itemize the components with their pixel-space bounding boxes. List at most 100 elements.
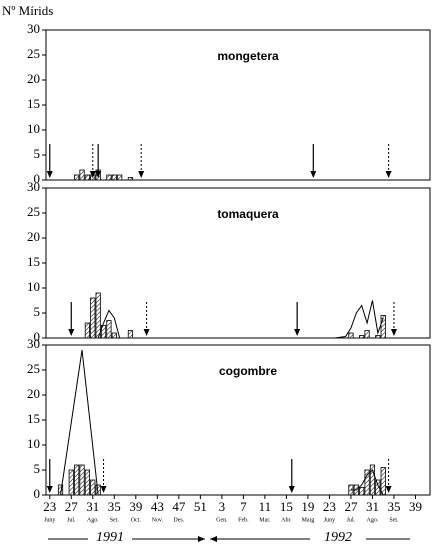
y-tick-label: 10 <box>27 436 40 451</box>
y-tick-label: 5 <box>34 146 41 161</box>
y-tick-label: 5 <box>34 461 41 476</box>
bar <box>79 464 85 496</box>
line <box>350 469 384 496</box>
month-label: Maig <box>302 517 315 523</box>
x-tick-label: 31 <box>86 499 99 514</box>
bar <box>79 169 85 181</box>
bar <box>84 469 91 496</box>
bar <box>380 315 386 339</box>
panel-title: tomaquera <box>217 207 279 221</box>
y-tick-label: 20 <box>27 386 40 401</box>
y-tick-label: 25 <box>27 204 40 219</box>
x-tick-label: 51 <box>194 499 207 514</box>
month-label: Feb. <box>238 517 249 523</box>
x-tick-label: 35 <box>387 499 400 514</box>
y-tick-label: 30 <box>27 21 40 36</box>
y-tick-label: 25 <box>27 46 40 61</box>
y-tick-label: 15 <box>27 411 40 426</box>
x-tick-label: 27 <box>65 499 79 514</box>
arrow-head <box>210 536 217 542</box>
bar <box>380 467 386 496</box>
bar <box>375 335 381 339</box>
bar <box>74 464 80 496</box>
month-label: Juny <box>324 517 335 523</box>
bar <box>364 330 370 339</box>
month-label: Gen. <box>216 517 228 523</box>
x-tick-label: 27 <box>344 499 358 514</box>
bar <box>100 325 107 339</box>
x-tick-label: 23 <box>323 499 336 514</box>
bar <box>68 469 74 496</box>
x-tick-label: 23 <box>43 499 56 514</box>
bar <box>364 469 370 496</box>
y-tick-label: 20 <box>27 229 40 244</box>
month-label: Set. <box>389 517 399 523</box>
bar <box>106 174 112 181</box>
arrow-head <box>100 486 107 493</box>
month-label: Set. <box>110 517 120 523</box>
bar <box>95 292 101 339</box>
arrow-head <box>390 329 397 336</box>
y-axis-label: Nº Mírids <box>2 3 53 18</box>
arrow-head <box>68 329 75 336</box>
month-label: Ago. <box>367 517 379 523</box>
x-tick-label: 11 <box>259 499 272 514</box>
year-label: 1991 <box>96 530 124 545</box>
month-label: Oct. <box>131 517 142 523</box>
y-tick-label: 30 <box>27 179 40 194</box>
x-tick-label: 39 <box>409 499 422 514</box>
line <box>60 349 99 496</box>
bar <box>84 174 91 181</box>
bar <box>111 174 117 181</box>
bar <box>106 320 112 339</box>
x-tick-label: 43 <box>151 499 164 514</box>
y-tick-label: 20 <box>27 71 40 86</box>
y-tick-label: 10 <box>27 279 40 294</box>
month-label: Abr. <box>281 517 292 523</box>
x-tick-label: 19 <box>301 499 314 514</box>
bar <box>84 322 91 339</box>
x-tick-label: 7 <box>240 499 247 514</box>
panel-title: cogombre <box>219 364 277 378</box>
bar <box>111 332 117 339</box>
bar <box>375 479 381 496</box>
arrow-head <box>95 171 102 178</box>
bar <box>90 479 96 496</box>
arrow-head <box>143 329 150 336</box>
arrow-head <box>385 171 392 178</box>
x-tick-label: 15 <box>280 499 293 514</box>
month-label: Des. <box>173 517 184 523</box>
month-label: Jul. <box>347 517 356 523</box>
x-tick-label: 47 <box>172 499 186 514</box>
bar <box>90 297 96 339</box>
y-tick-label: 0 <box>34 171 41 186</box>
y-tick-label: 10 <box>27 121 40 136</box>
panel-title: mongetera <box>217 49 279 63</box>
bar <box>348 332 354 339</box>
y-tick-label: 15 <box>27 254 40 269</box>
y-tick-label: 15 <box>27 96 40 111</box>
arrow-head <box>89 171 96 178</box>
arrow-head <box>385 486 392 493</box>
bar <box>359 335 365 339</box>
y-tick-label: 0 <box>34 329 41 344</box>
y-tick-label: 5 <box>34 304 41 319</box>
arrow-head <box>46 171 53 178</box>
arrow-head <box>138 171 145 178</box>
year-label: 1992 <box>324 530 352 545</box>
bar <box>127 177 134 181</box>
arrow-head <box>46 486 53 493</box>
arrow-head <box>294 329 301 336</box>
x-tick-label: 35 <box>108 499 121 514</box>
month-label: Ago. <box>87 517 99 523</box>
bar <box>359 487 365 496</box>
arrow-head <box>288 486 295 493</box>
x-tick-label: 39 <box>129 499 142 514</box>
arrow-head <box>198 536 205 542</box>
bar <box>74 174 80 181</box>
line <box>97 309 121 339</box>
arrow-head <box>310 171 317 178</box>
month-label: Juny <box>44 517 55 523</box>
bar <box>117 174 123 181</box>
month-label: Nov. <box>152 517 164 523</box>
